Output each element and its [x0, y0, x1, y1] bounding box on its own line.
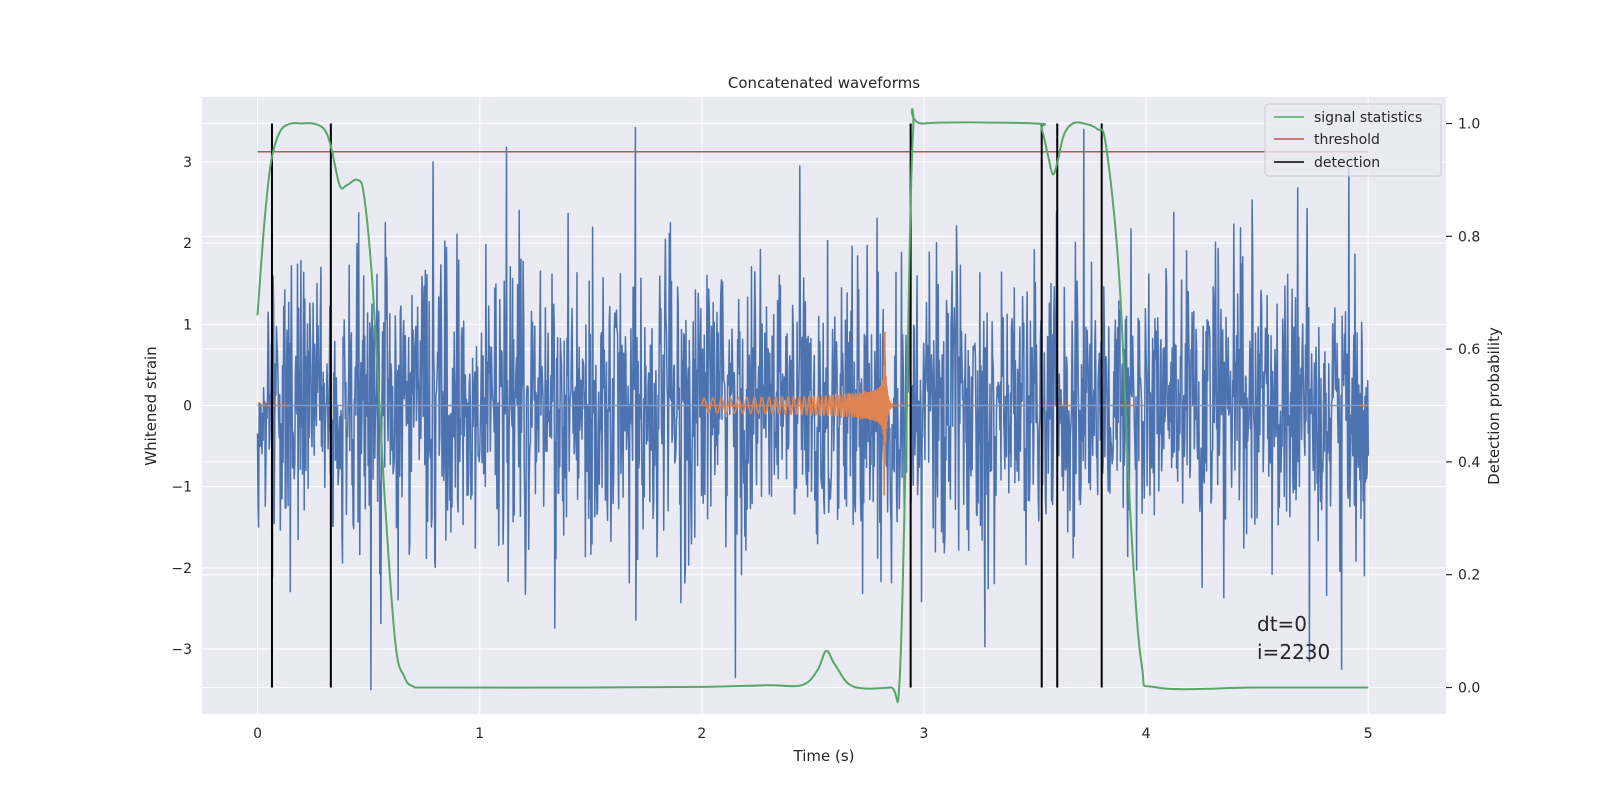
x-tick-label: 1: [475, 726, 484, 742]
annotation-index: i=2230: [1257, 640, 1330, 664]
signal-statistics-series: [256, 108, 1369, 703]
y-tick-label: −1: [171, 480, 192, 496]
y-tick-label: −2: [171, 561, 192, 577]
injection-series: [257, 331, 1369, 496]
y-tick-label: 2: [183, 236, 192, 252]
x-axis-label: Time (s): [793, 747, 855, 765]
y-tick-label: 3: [183, 155, 192, 171]
x-tick-label: 2: [697, 726, 706, 742]
axis-ticks: 0 1 2 3 4 5 −3 −2 −1 0 1 2 3 0.0 0.2 0.4 0.6 0.8 1.0: [171, 117, 1480, 742]
y-tick-label: 0: [183, 399, 192, 415]
x-tick-label: 3: [920, 726, 929, 742]
legend-label-detection: detection: [1314, 155, 1380, 171]
y2-tick-label: 0.0: [1458, 680, 1480, 696]
annotation-dt: dt=0: [1257, 612, 1307, 636]
legend: signal statistics threshold detection: [1264, 103, 1442, 177]
x-tick-label: 0: [253, 726, 262, 742]
y2-tick-label: 0.8: [1458, 229, 1480, 245]
x-tick-label: 4: [1142, 726, 1151, 742]
chart-title: Concatenated waveforms: [728, 74, 920, 92]
x-tick-label: 5: [1364, 726, 1373, 742]
y-axis-label: Whitened strain: [142, 346, 160, 465]
signal-statistics-line: [256, 108, 1369, 703]
legend-label-threshold: threshold: [1314, 132, 1380, 148]
legend-label-signal-statistics: signal statistics: [1314, 110, 1422, 126]
y2-tick-label: 1.0: [1458, 117, 1480, 133]
injection-chirp: [701, 331, 894, 496]
y2-tick-label: 0.6: [1458, 342, 1480, 358]
y-tick-label: −3: [171, 642, 192, 658]
legend-box: [1264, 103, 1442, 177]
y2-axis-label: Detection probability: [1485, 327, 1503, 485]
y2-tick-label: 0.4: [1458, 455, 1480, 471]
y2-tick-label: 0.2: [1458, 568, 1480, 584]
y-tick-label: 1: [183, 317, 192, 333]
